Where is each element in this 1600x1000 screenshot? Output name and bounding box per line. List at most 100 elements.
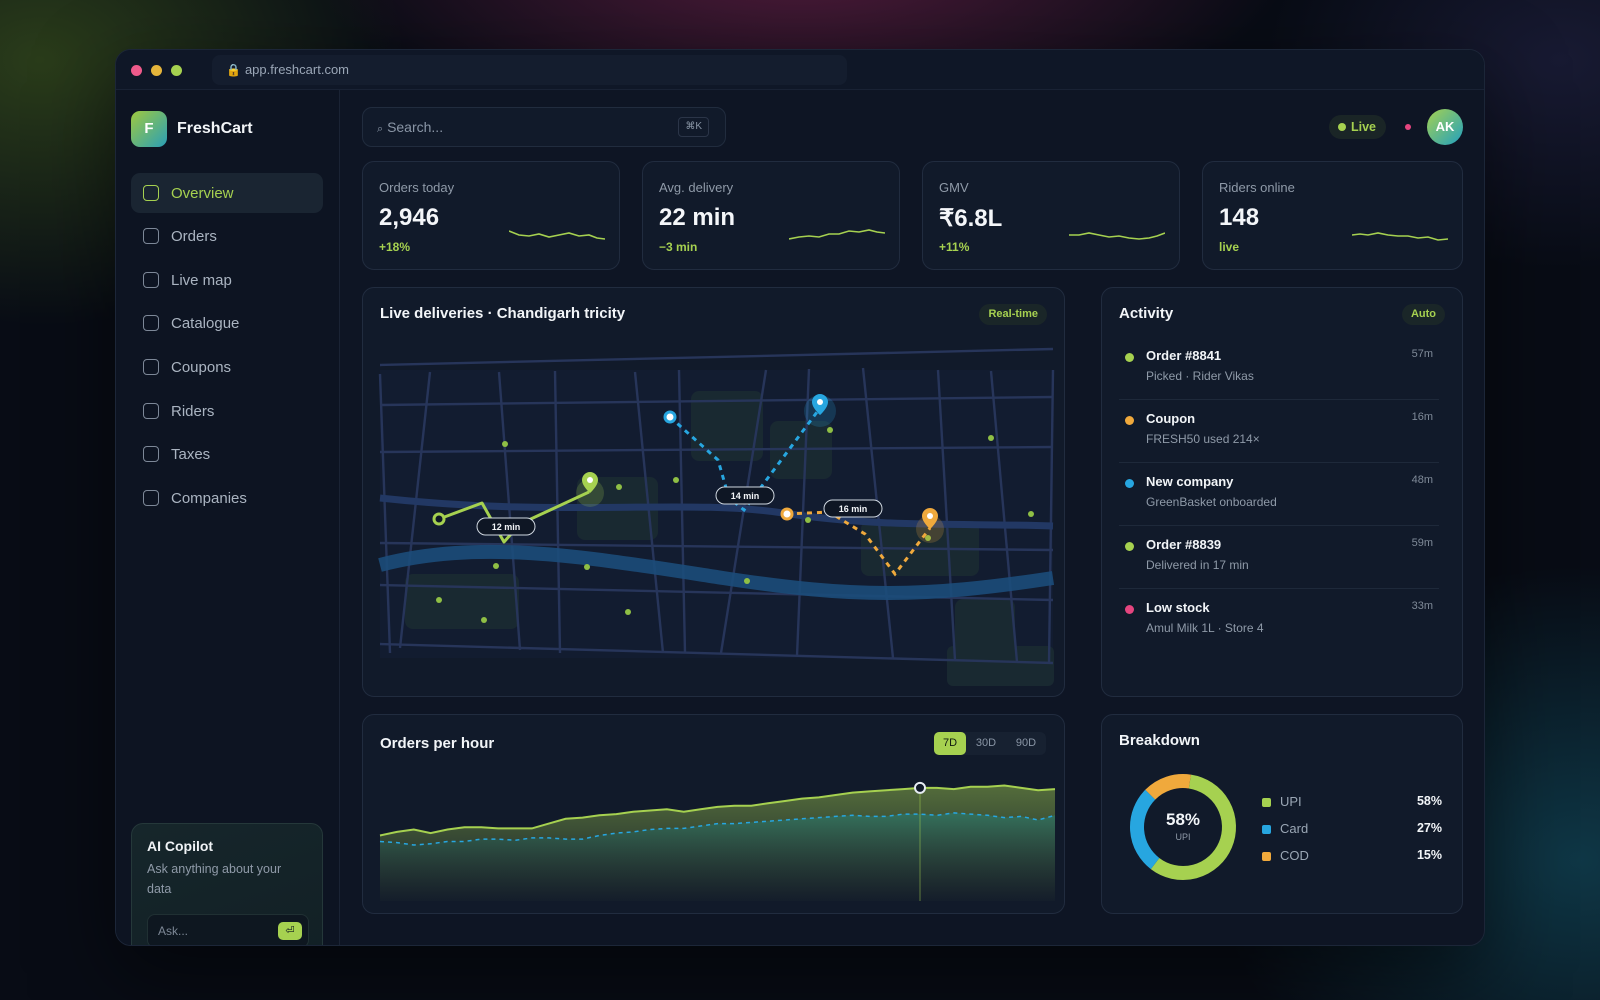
rider-dots — [436, 427, 1034, 623]
companies-icon — [143, 490, 159, 506]
legend-label: UPI — [1280, 794, 1302, 809]
activity-title: Order #8841 — [1146, 348, 1222, 363]
copilot-input[interactable]: Ask... ⏎ — [147, 914, 309, 945]
enter-icon[interactable]: ⏎ — [278, 922, 302, 940]
lock-icon: 🔒 — [226, 63, 241, 77]
activity-subtitle: Picked · Rider Vikas — [1146, 369, 1254, 383]
sparkline — [1069, 232, 1165, 240]
pin-core — [927, 513, 933, 519]
legend-item-upi: UPI 58% — [1262, 794, 1442, 812]
close-window-button[interactable] — [131, 65, 142, 76]
brand[interactable]: F FreshCart — [131, 111, 253, 147]
stat-card-gmv: GMV ₹6.8L +11% — [922, 161, 1180, 270]
activity-title: Coupon — [1146, 411, 1196, 426]
legend-item-card: Card 27% — [1262, 821, 1442, 839]
activity-time: 48m — [1411, 474, 1433, 486]
pin-core — [587, 477, 593, 483]
activity-title: Order #8839 — [1146, 537, 1222, 552]
brand-logo: F — [131, 111, 167, 147]
sidebar-item-orders[interactable]: Orders — [131, 216, 323, 256]
copilot-subtitle: Ask anything about your data — [147, 862, 282, 896]
realtime-badge: Real-time — [979, 304, 1047, 325]
activity-item[interactable]: New company GreenBasket onboarded 48m — [1119, 464, 1439, 526]
search-shortcut: ⌘K — [678, 117, 709, 137]
stat-delta: +11% — [939, 240, 970, 254]
maximize-window-button[interactable] — [171, 65, 182, 76]
activity-subtitle: Amul Milk 1L · Store 4 — [1146, 621, 1264, 635]
activity-item[interactable]: Low stock Amul Milk 1L · Store 4 33m — [1119, 590, 1439, 652]
pin-core — [817, 399, 823, 405]
donut-slice-card[interactable] — [1130, 789, 1160, 870]
eta-text: 12 min — [492, 522, 521, 532]
sparkline — [1352, 232, 1448, 241]
activity-item[interactable]: Coupon FRESH50 used 214× 16m — [1119, 401, 1439, 463]
sidebar-item-taxes[interactable]: Taxes — [131, 434, 323, 474]
route-orange — [786, 510, 932, 577]
activity-time: 59m — [1411, 537, 1433, 549]
sidebar-item-companies[interactable]: Companies — [131, 478, 323, 518]
route-start-icon — [432, 512, 446, 526]
sidebar-item-overview[interactable]: Overview — [131, 173, 323, 213]
tab-7d[interactable]: 7D — [934, 732, 966, 755]
route-start-icon — [663, 410, 677, 424]
map-title: Live deliveries · Chandigarh tricity — [380, 305, 626, 322]
status-dot-icon — [1125, 353, 1134, 362]
address-bar[interactable]: 🔒 app.freshcart.com — [212, 55, 847, 85]
map-blocks — [405, 391, 1054, 686]
avatar[interactable]: AK — [1427, 109, 1463, 145]
payment-donut-chart[interactable] — [1123, 767, 1243, 887]
legend-label: COD — [1280, 848, 1309, 863]
search-input[interactable]: ⌕ Search... ⌘K — [362, 107, 726, 147]
browser-titlebar: 🔒 app.freshcart.com — [116, 50, 1484, 90]
river — [378, 544, 1055, 600]
tab-30d[interactable]: 30D — [975, 737, 997, 749]
stat-value: 148 — [1219, 204, 1260, 231]
legend-swatch — [1262, 825, 1271, 834]
orders-icon — [143, 228, 159, 244]
donut-slice-cod[interactable] — [1145, 774, 1191, 800]
minimize-window-button[interactable] — [151, 65, 162, 76]
activity-title: Low stock — [1146, 600, 1210, 615]
activity-item[interactable]: Order #8841 Picked · Rider Vikas 57m — [1119, 338, 1439, 400]
activity-subtitle: GreenBasket onboarded — [1146, 495, 1277, 509]
tab-90d[interactable]: 90D — [1015, 737, 1037, 749]
main-road — [379, 494, 1054, 530]
activity-time: 16m — [1411, 411, 1433, 423]
overview-icon — [143, 185, 159, 201]
notification-dot-icon[interactable] — [1405, 124, 1411, 130]
eta-label: 16 min — [823, 499, 883, 518]
legend-value: 15% — [1416, 848, 1442, 862]
activity-subtitle: Delivered in 17 min — [1146, 558, 1249, 572]
stat-delta: live — [1219, 240, 1240, 254]
activity-time: 57m — [1411, 348, 1433, 360]
catalogue-icon — [143, 315, 159, 331]
activity-item[interactable]: Order #8839 Delivered in 17 min 59m — [1119, 527, 1439, 589]
sidebar-item-riders[interactable]: Riders — [131, 391, 323, 431]
eta-text: 16 min — [839, 504, 868, 514]
stat-label: GMV — [939, 180, 969, 195]
delivery-map[interactable]: 12 min 14 min 16 min — [363, 288, 1065, 697]
eta-label: 14 min — [715, 486, 775, 505]
ai-copilot-panel: AI Copilot Ask anything about your data … — [131, 823, 323, 945]
legend-value: 27% — [1416, 821, 1442, 835]
status-dot-icon — [1125, 605, 1134, 614]
activity-card: Activity Auto Order #8841 Picked · Rider… — [1101, 287, 1463, 697]
orders-area-chart[interactable] — [363, 715, 1065, 914]
copilot-title: AI Copilot — [147, 838, 214, 854]
stat-delta: +18% — [379, 240, 411, 254]
series-area-blue — [380, 812, 1055, 901]
sidebar-item-live-map[interactable]: Live map — [131, 260, 323, 300]
brand-name: FreshCart — [177, 120, 253, 137]
live-map-icon — [143, 272, 159, 288]
stat-delta: −3 min — [659, 240, 698, 254]
stat-label: Avg. delivery — [659, 180, 734, 195]
donut-slice-upi[interactable] — [1150, 774, 1236, 880]
stat-value: 2,946 — [379, 204, 440, 231]
sidebar-item-catalogue[interactable]: Catalogue — [131, 303, 323, 343]
auto-badge: Auto — [1401, 304, 1445, 325]
range-tabs: 7D 30D 90D — [934, 732, 1046, 755]
search-icon: ⌕ — [377, 123, 384, 135]
sidebar-item-label: Coupons — [171, 358, 232, 376]
sidebar-item-coupons[interactable]: Coupons — [131, 347, 323, 387]
search-placeholder: Search... — [387, 119, 444, 135]
